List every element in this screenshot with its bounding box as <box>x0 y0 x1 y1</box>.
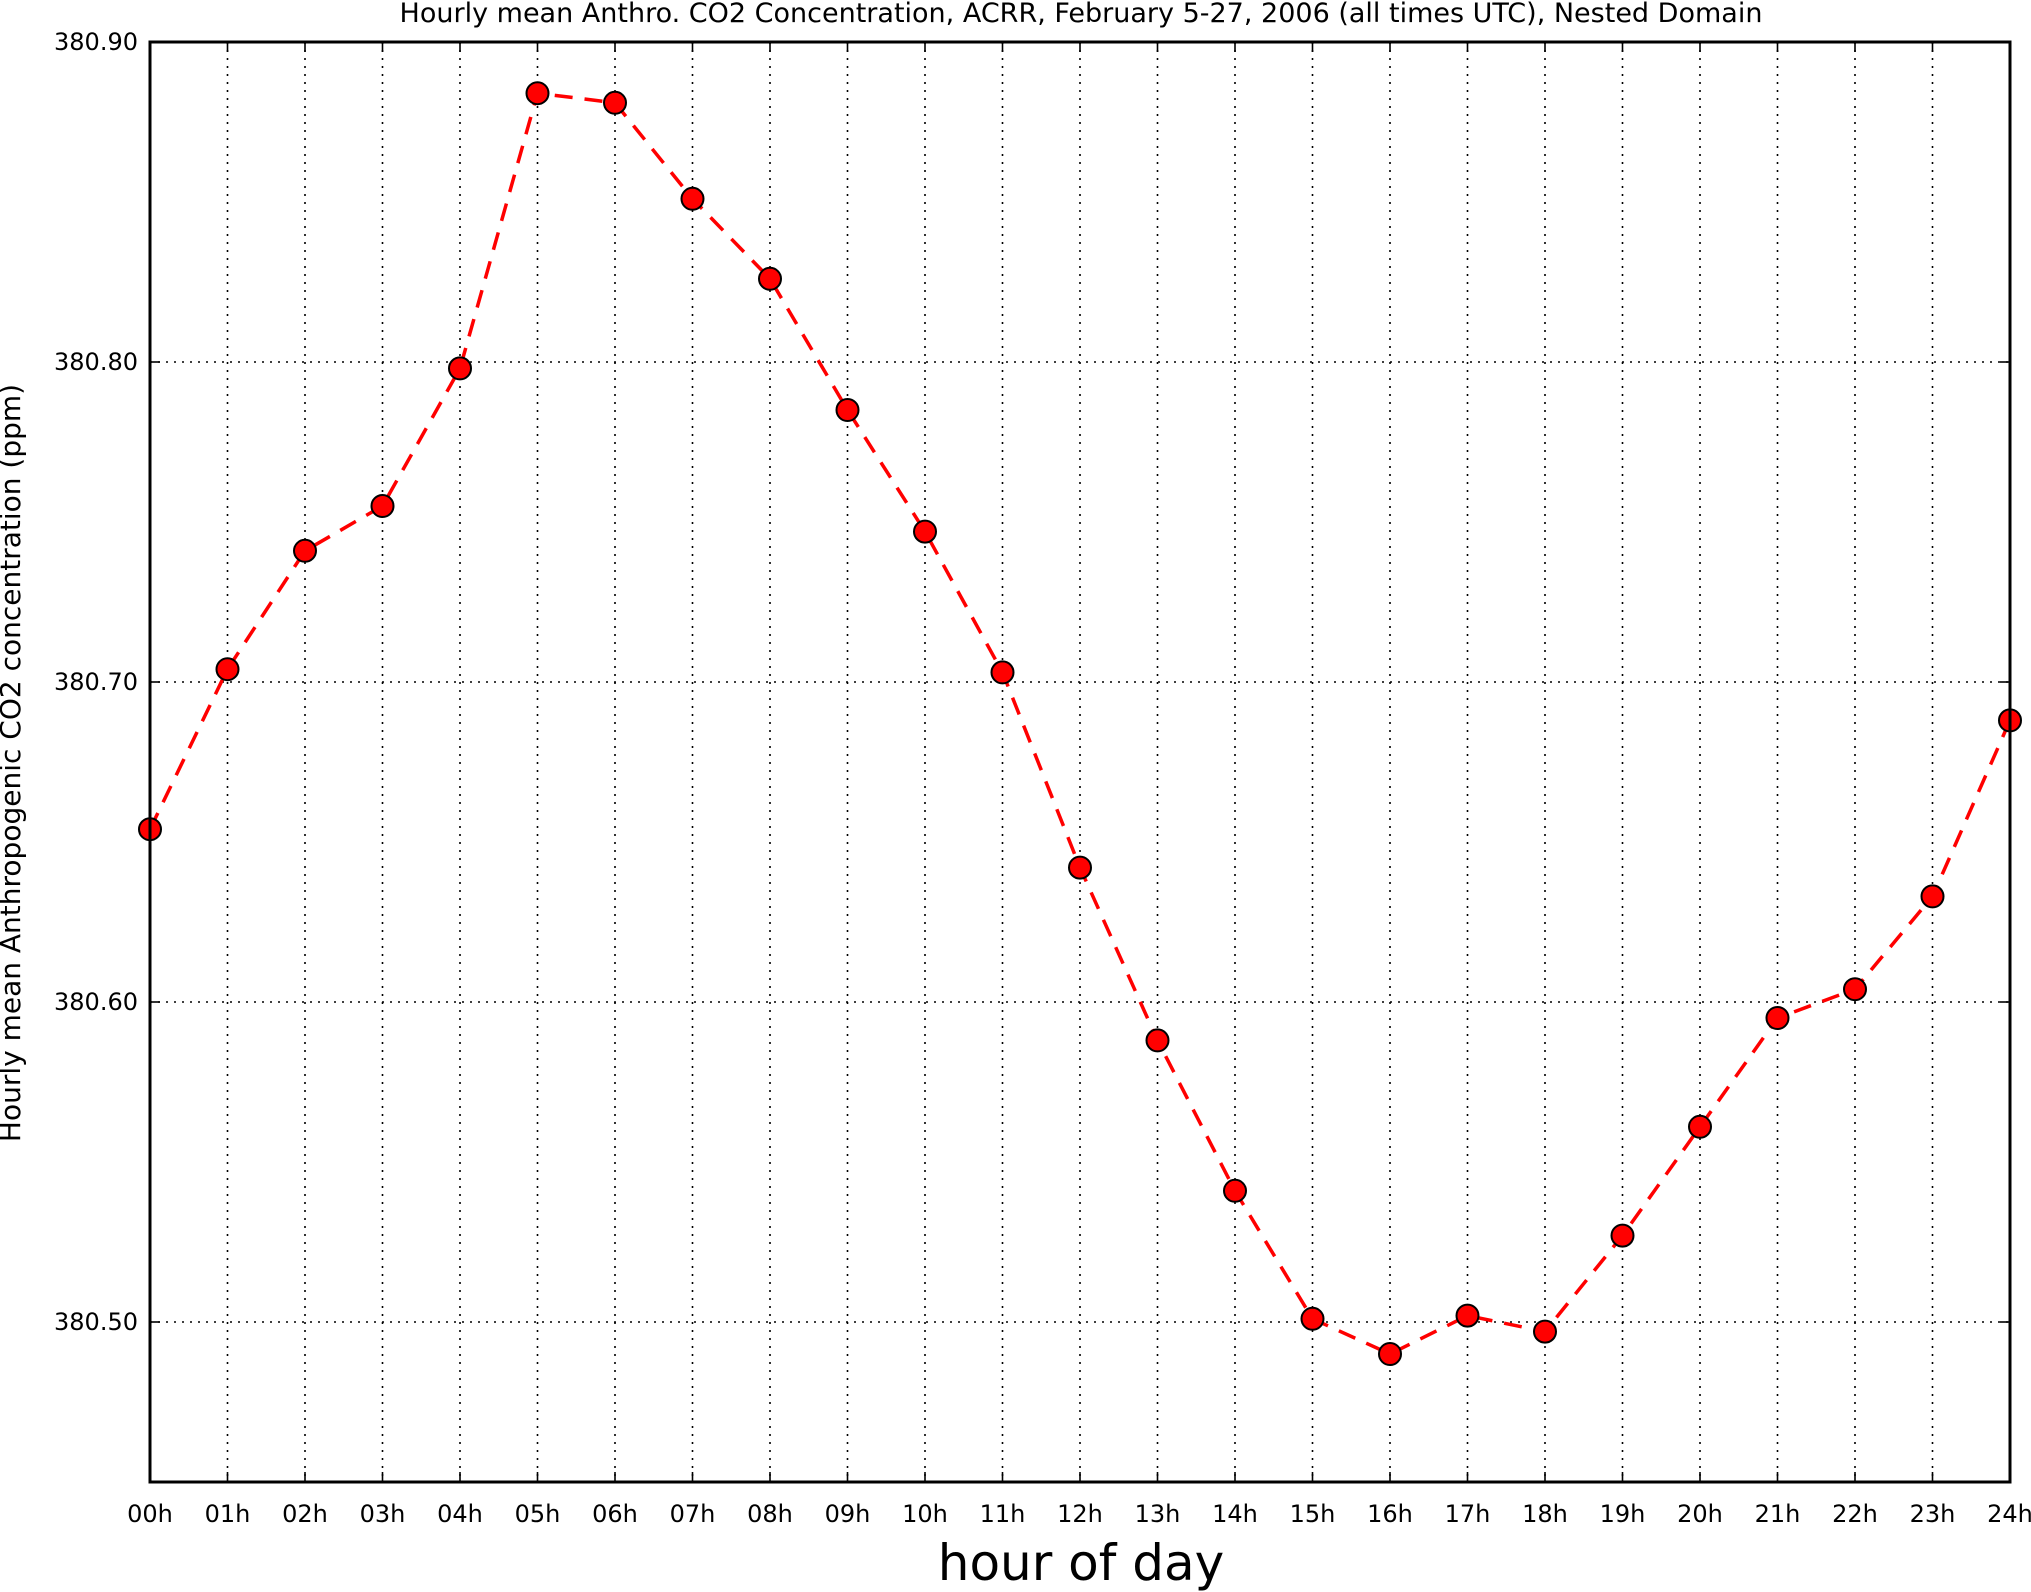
x-tick-label: 05h <box>515 1500 561 1528</box>
x-tick-label: 15h <box>1290 1500 1336 1528</box>
x-tick-label: 10h <box>902 1500 948 1528</box>
tick-marks <box>149 41 2011 1482</box>
x-tick-label: 06h <box>592 1500 638 1528</box>
data-point <box>293 538 317 563</box>
data-point <box>525 81 550 106</box>
chart-title: Hourly mean Anthro. CO2 Concentration, A… <box>400 0 1763 29</box>
x-tick-label: 08h <box>747 1500 793 1528</box>
data-point <box>370 494 395 518</box>
y-tick-labels: 380.50 380.60 380.70 380.80 380.90 <box>54 28 138 1336</box>
y-tick-label: 380.90 <box>54 28 138 56</box>
x-tick-label: 02h <box>282 1500 328 1528</box>
data-point <box>448 356 472 381</box>
x-tick-label: 19h <box>1600 1500 1646 1528</box>
x-tick-label: 16h <box>1367 1500 1413 1528</box>
data-point <box>1378 1342 1402 1366</box>
data-point <box>1843 977 1867 1002</box>
data-point <box>1920 884 1945 909</box>
data-point <box>1455 1303 1480 1328</box>
x-tick-label: 04h <box>437 1500 483 1528</box>
data-point <box>913 519 937 544</box>
data-point <box>680 186 705 211</box>
x-tick-label: 21h <box>1755 1500 1801 1528</box>
data-point <box>1765 1006 1790 1030</box>
data-point <box>1533 1319 1557 1344</box>
data-point <box>758 266 782 291</box>
data-point <box>603 90 627 115</box>
x-tick-label: 18h <box>1522 1500 1568 1528</box>
x-tick-label: 13h <box>1135 1500 1181 1528</box>
x-tick-label: 00h <box>127 1500 173 1528</box>
x-tick-label: 23h <box>1910 1500 1956 1528</box>
y-tick-label: 380.70 <box>54 668 138 696</box>
data-point <box>1068 855 1092 880</box>
x-tick-label: 01h <box>205 1500 251 1528</box>
x-tick-label: 09h <box>825 1500 871 1528</box>
x-tick-label: 07h <box>670 1500 716 1528</box>
x-tick-label: 12h <box>1057 1500 1103 1528</box>
data-point <box>1610 1223 1635 1248</box>
data-point <box>215 657 240 682</box>
data-series <box>138 81 2022 1366</box>
data-point <box>835 398 860 422</box>
data-point <box>1300 1306 1325 1331</box>
data-point <box>1145 1028 1170 1053</box>
grid-lines <box>149 41 2011 1482</box>
x-tick-label: 24h <box>1987 1500 2031 1528</box>
x-tick-label: 11h <box>980 1500 1026 1528</box>
x-axis-label: hour of day <box>938 1534 1224 1592</box>
x-tick-label: 17h <box>1445 1500 1491 1528</box>
y-tick-label: 380.50 <box>54 1308 138 1336</box>
plot-frame <box>148 40 2012 1484</box>
x-tick-label: 03h <box>360 1500 406 1528</box>
data-point <box>1223 1178 1247 1203</box>
x-tick-labels: 00h 01h 02h 03h 04h 05h 06h 07h 08h 09h 10h 11h 12h 1… <box>127 1500 2031 1528</box>
x-tick-label: 14h <box>1212 1500 1258 1528</box>
y-tick-label: 380.80 <box>54 348 138 376</box>
data-point <box>990 660 1015 685</box>
y-tick-label: 380.60 <box>54 988 138 1016</box>
x-tick-label: 22h <box>1832 1500 1878 1528</box>
data-point <box>1688 1114 1712 1139</box>
y-axis-label: Hourly mean Anthropogenic CO2 concentrat… <box>0 384 27 1142</box>
x-tick-label: 20h <box>1677 1500 1723 1528</box>
